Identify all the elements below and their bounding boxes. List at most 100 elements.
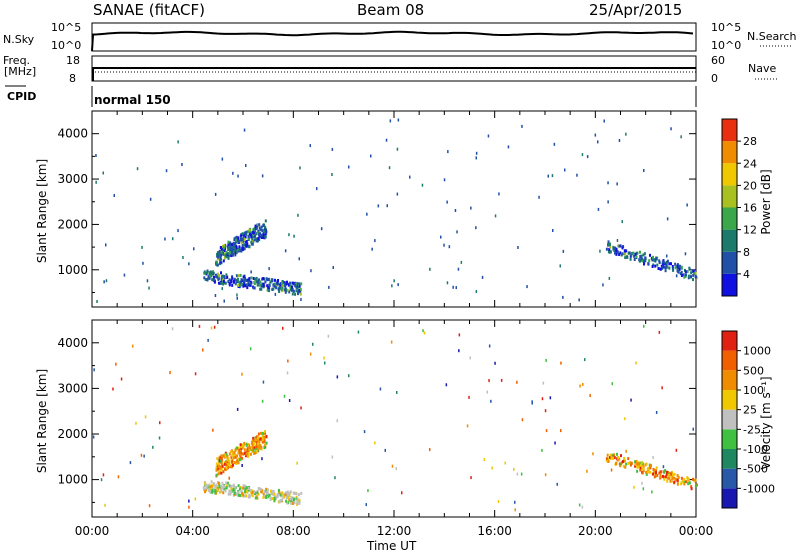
velocity-echo-cell xyxy=(231,453,234,457)
velocity-echo-cell xyxy=(226,466,229,470)
power-scatter-cell xyxy=(217,254,219,258)
velocity-echo-cell xyxy=(265,487,268,491)
time-tick-label: 08:00 xyxy=(276,524,311,538)
power-scatter-cell xyxy=(597,207,600,211)
velocity-echo-cell xyxy=(680,481,683,485)
velocity-colorbar-label: 1000 xyxy=(743,345,771,358)
power-echo-cell xyxy=(212,272,215,276)
velocity-echo-cell xyxy=(240,489,243,493)
power-echo-cell xyxy=(221,277,224,281)
power-echo-cell xyxy=(245,232,248,236)
velocity-echo-cell xyxy=(213,482,216,486)
velocity-echo-cell xyxy=(272,492,275,496)
velocity-scatter-cell xyxy=(494,361,496,365)
velocity-echo-cell xyxy=(216,485,219,489)
velocity-echo-cell xyxy=(258,440,261,444)
velocity-scatter-cell xyxy=(188,499,190,503)
velocity-echo-cell xyxy=(220,460,223,464)
power-echo-cell xyxy=(674,266,677,270)
velocity-scatter-cell xyxy=(395,467,397,471)
velocity-scatter-cell xyxy=(630,398,632,402)
nsearch-label: N.Search xyxy=(747,30,797,43)
power-colorbar-label: Power [dB] xyxy=(759,169,773,235)
nsky-left-tick-top: 10^5 xyxy=(51,21,82,34)
power-echo-cell xyxy=(248,277,251,281)
velocity-echo-cell xyxy=(624,465,627,469)
velocity-echo-cell xyxy=(265,434,268,438)
power-echo-cell xyxy=(265,277,268,281)
velocity-scatter-cell xyxy=(396,391,398,394)
velocity-echo-cell xyxy=(251,491,254,494)
velocity-scatter-cell xyxy=(241,372,243,376)
power-scatter-cell xyxy=(602,283,604,287)
velocity-echo-cell xyxy=(259,437,262,441)
velocity-echo-cell xyxy=(667,473,670,477)
velocity-echo-cell xyxy=(244,490,246,494)
power-echo-cell xyxy=(221,275,224,279)
velocity-echo-cell xyxy=(246,447,249,451)
power-echo-cell xyxy=(290,288,293,292)
velocity-echo-cell xyxy=(639,466,642,470)
velocity-echo-cell xyxy=(224,467,226,471)
power-echo-cell xyxy=(253,282,256,286)
velocity-echo-cell xyxy=(629,461,632,465)
velocity-scatter-cell xyxy=(336,375,339,379)
power-echo-cell xyxy=(252,277,255,280)
velocity-scatter-cell xyxy=(112,387,114,391)
power-scatter-cell xyxy=(526,285,528,289)
power-echo-cell xyxy=(272,283,275,287)
velocity-echo-cell xyxy=(268,493,271,497)
power-scatter-cell xyxy=(232,171,234,175)
velocity-echo-cell xyxy=(240,445,243,449)
power-scatter-cell xyxy=(377,204,380,208)
power-echo-cell xyxy=(683,275,686,279)
velocity-scatter-cell xyxy=(259,445,261,449)
velocity-echo-cell xyxy=(687,477,690,481)
velocity-scatter-cell xyxy=(586,469,588,473)
power-echo-cell xyxy=(663,261,666,265)
velocity-scatter-cell xyxy=(102,473,105,477)
velocity-colorbar-label: Velocity [m s⁻¹] xyxy=(759,376,773,470)
nave-right-tick-bottom: 0 xyxy=(711,72,718,85)
velocity-echo-cell xyxy=(265,494,268,497)
nsky-right-tick-top: 10^5 xyxy=(711,21,742,34)
velocity-echo-cell xyxy=(629,463,632,467)
power-colorbar-label: 16 xyxy=(743,202,757,215)
power-scatter-cell xyxy=(457,267,460,271)
power-echo-cell xyxy=(297,292,299,296)
power-echo-cell xyxy=(643,260,646,264)
velocity-colorbar-segment xyxy=(722,350,737,371)
power-scatter-cell xyxy=(177,140,179,144)
power-echo-cell xyxy=(237,274,240,278)
power-echo-cell xyxy=(638,259,641,263)
power-echo-cell xyxy=(674,262,677,266)
power-echo-cell xyxy=(272,287,275,291)
power-echo-cell xyxy=(217,272,219,276)
power-scatter-cell xyxy=(675,274,678,278)
velocity-colorbar-segment xyxy=(722,390,737,410)
power-echo-cell xyxy=(246,278,249,282)
power-echo-cell xyxy=(219,258,222,262)
power-echo-cell xyxy=(238,249,241,253)
power-echo-cell xyxy=(635,251,638,255)
velocity-echo-cell xyxy=(237,461,240,465)
velocity-scatter-cell xyxy=(236,407,239,411)
velocity-echo-cell xyxy=(238,448,241,452)
power-echo-cell xyxy=(278,286,281,290)
power-scatter-cell xyxy=(552,229,554,232)
power-scatter-cell xyxy=(385,138,388,142)
power-scatter-cell xyxy=(498,192,500,196)
velocity-echo-cell xyxy=(249,448,252,452)
power-echo-cell xyxy=(250,233,253,237)
velocity-echo-cell xyxy=(218,455,221,459)
velocity-echo-cell xyxy=(262,495,265,499)
velocity-scatter-cell xyxy=(544,473,547,477)
velocity-echo-cell xyxy=(659,473,662,477)
power-scatter-cell xyxy=(348,165,350,169)
velocity-echo-cell xyxy=(243,442,246,446)
velocity-echo-cell xyxy=(236,446,238,450)
power-scatter-cell xyxy=(391,284,393,288)
velocity-echo-cell xyxy=(251,443,254,447)
velocity-scatter-cell xyxy=(488,379,490,383)
